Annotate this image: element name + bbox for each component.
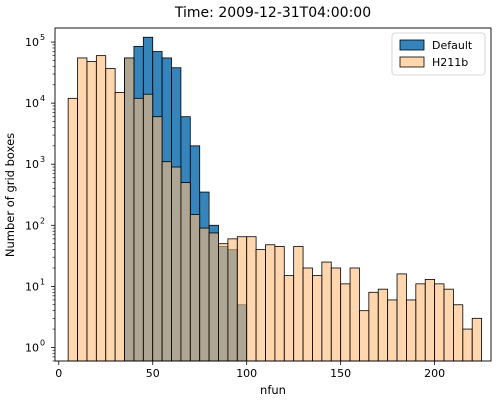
y-tick-label: 10 [25,341,39,354]
y-tick-exponent: 4 [40,94,45,103]
x-tick-label: 50 [146,367,160,380]
histogram-bar-h211b [293,246,304,362]
y-tick-exponent: 3 [40,155,45,164]
histogram-bar-h211b [274,246,285,362]
histogram-bar-h211b [453,304,464,362]
bars-layer [67,36,483,362]
legend-swatch [399,56,425,68]
histogram-bar-h211b [189,214,201,362]
histogram-bar-h211b [349,267,360,362]
histogram-bar-h211b [227,238,238,362]
y-axis-label: Number of grid boxes [3,133,17,257]
legend: Default H211b [391,32,486,76]
histogram-bar-h211b [424,279,436,362]
x-tick-label: 200 [424,367,445,380]
y-tick-exponent: 0 [40,338,45,347]
histogram-bar-h211b [255,249,266,362]
chart-title: Time: 2009-12-31T04:00:00 [174,5,371,21]
histogram-bar-h211b [124,57,135,362]
histogram-bar-h211b [152,116,163,362]
histogram-bar-h211b [265,244,276,362]
histogram-bar-h211b [406,299,417,362]
histogram-bar-h211b [114,91,125,362]
histogram-bar-h211b [199,227,210,362]
histogram-bar-h211b [396,273,407,362]
histogram-bar-h211b [415,283,426,362]
x-tick-label: 150 [330,367,351,380]
histogram-bar-h211b [434,283,445,362]
legend-swatch [399,39,425,51]
histogram-bar-h211b [105,68,116,362]
y-tick-label: 10 [25,158,39,171]
histogram-bar-h211b [443,288,454,362]
histogram-bar-h211b [142,93,154,362]
x-tick-label: 0 [55,367,62,380]
histogram-bar-h211b [180,182,191,362]
histogram-bar-h211b [471,317,483,362]
plot-frame [54,27,492,362]
histogram-bar-h211b [321,261,332,362]
histogram-bar-h211b [368,291,379,362]
histogram-bar-h211b [283,275,295,362]
y-tick-exponent: 5 [40,33,45,42]
histogram-bar-h211b [77,57,88,362]
y-tick-label: 10 [25,280,39,293]
histogram-bar-h211b [208,232,219,362]
histogram-bar-h211b [218,243,229,362]
histogram-bar-h211b [462,328,473,362]
histogram-bar-h211b [246,236,257,362]
histogram-bar-h211b [95,55,107,362]
y-tick-label: 10 [25,97,39,110]
legend-label: H211b [432,56,468,69]
histogram-bar-h211b [330,267,342,362]
x-tick-label: 100 [236,367,257,380]
histogram-bar-h211b [340,283,351,362]
histogram-bar-h211b [359,310,370,362]
x-axis: 0 50 100 150 200 [55,361,445,380]
y-tick-exponent: 1 [40,277,45,286]
y-tick-exponent: 2 [40,216,45,225]
histogram-bar-h211b [236,236,248,362]
histogram-bar-h211b [377,288,389,362]
y-tick-label: 10 [25,36,39,49]
histogram-bar-h211b [86,61,97,362]
histogram-bar-h211b [312,275,323,362]
histogram-bar-h211b [161,161,172,362]
histogram-bar-h211b [302,267,313,362]
histogram-bar-h211b [387,299,398,362]
histogram-bar-h211b [171,166,182,362]
histogram-bar-h211b [67,97,78,362]
legend-label: Default [432,39,473,52]
x-axis-label: nfun [260,383,286,397]
histogram-bar-h211b [133,97,144,362]
y-tick-label: 10 [25,219,39,232]
